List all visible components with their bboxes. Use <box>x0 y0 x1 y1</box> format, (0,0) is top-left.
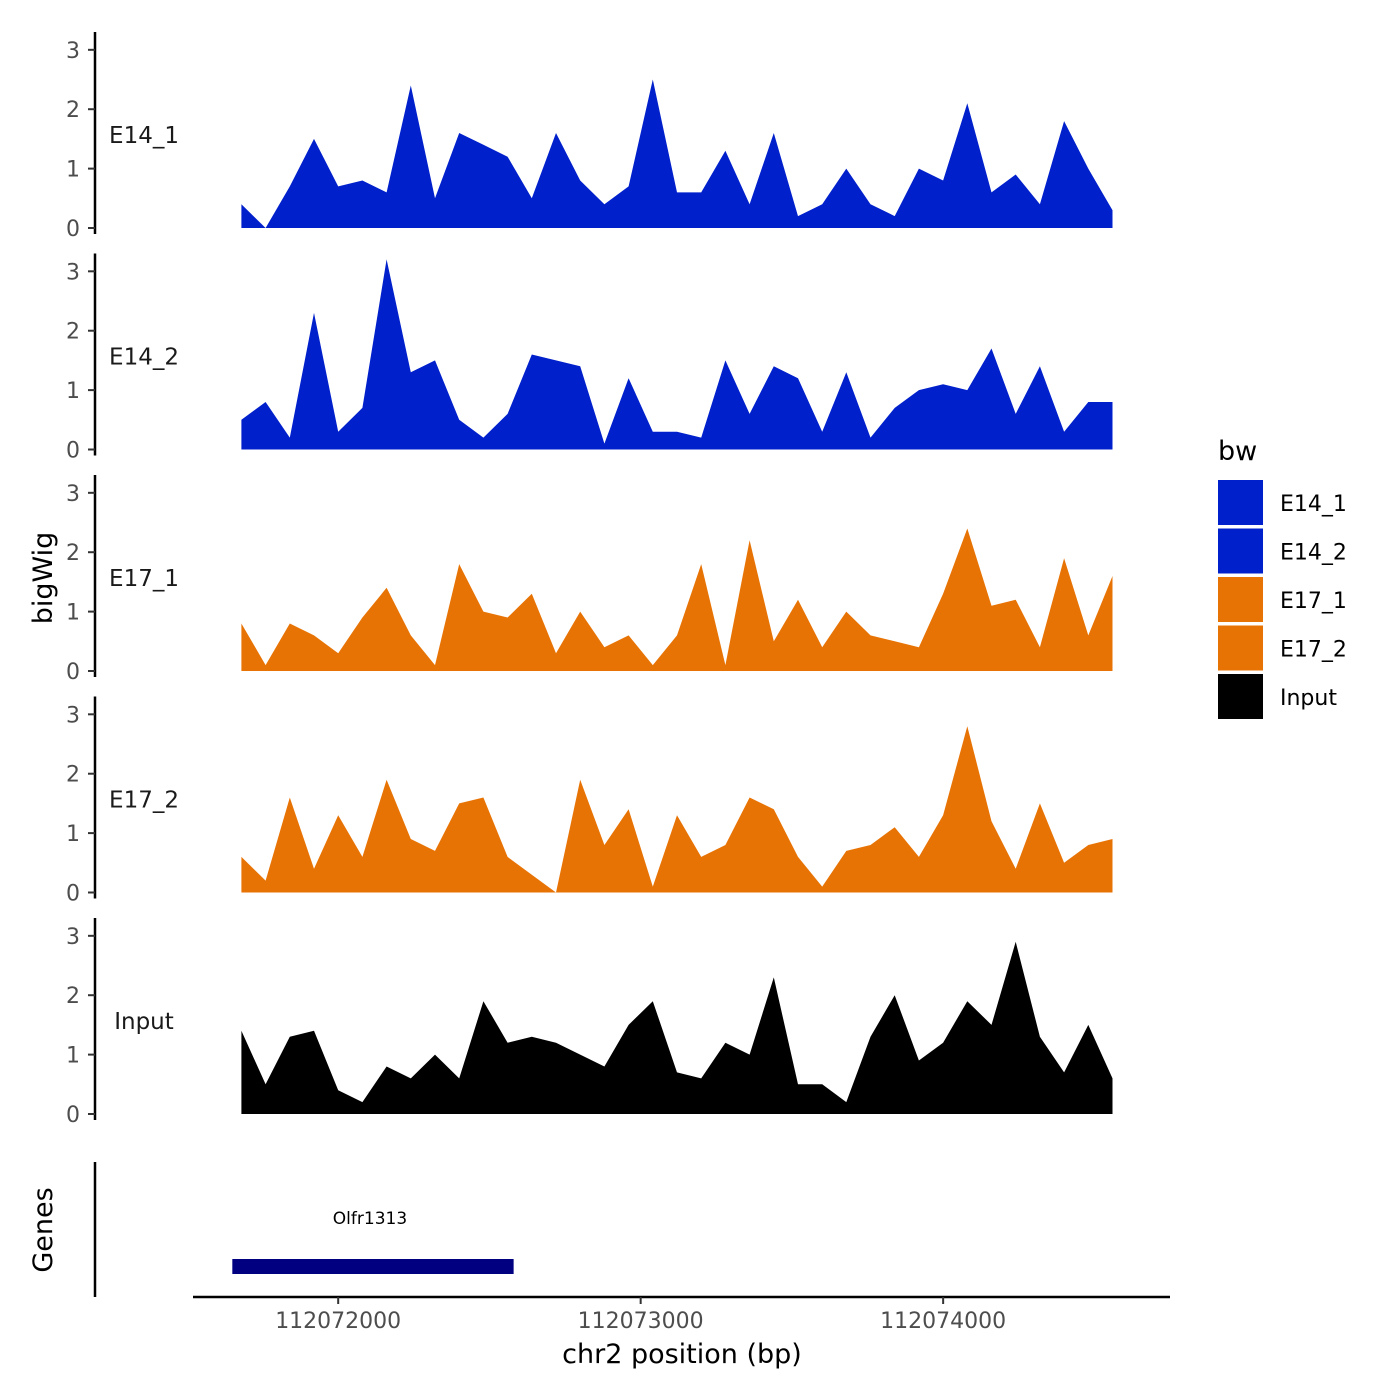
signal-area-E17_2 <box>241 726 1112 892</box>
y-tick-label-E14_1-3: 3 <box>66 39 80 64</box>
gene-body-Olfr1313 <box>232 1259 513 1274</box>
legend-label-E14_2: E14_2 <box>1280 541 1347 566</box>
y-tick-label-E14_1-0: 0 <box>66 217 80 242</box>
legend-swatch-E14_1 <box>1218 480 1263 525</box>
legend-swatch-E14_2 <box>1218 529 1263 574</box>
track-label-E14_1: E14_1 <box>109 123 179 149</box>
legend-items: E14_1 E14_2 E17_1 E17_2 Input <box>1218 480 1347 719</box>
x-axis: 112072000 112073000 112074000 chr2 positio… <box>193 1297 1170 1370</box>
signal-area-E17_1 <box>241 529 1112 672</box>
legend-label-Input: Input <box>1280 686 1337 711</box>
y-tick-label-E17_2-0: 0 <box>66 882 80 907</box>
y-tick-label-E14_2-0: 0 <box>66 439 80 464</box>
track-E17_1: 0 1 2 3 E17_1 <box>66 475 1113 685</box>
y-tick-label-Input-0: 0 <box>66 1103 80 1128</box>
gene-label-Olfr1313: Olfr1313 <box>333 1209 407 1229</box>
genes-layer: Olfr1313 <box>232 1209 513 1274</box>
y-tick-label-Input-2: 2 <box>66 984 80 1009</box>
legend-label-E14_1: E14_1 <box>1280 492 1347 517</box>
y-tick-label-E14_2-3: 3 <box>66 260 80 285</box>
x-tick-label-0: 112072000 <box>275 1309 401 1334</box>
track-label-E17_1: E17_1 <box>109 566 179 592</box>
y-tick-label-E14_2-1: 1 <box>66 379 80 404</box>
y-tick-label-E17_1-3: 3 <box>66 482 80 507</box>
legend: bw E14_1 E14_2 E17_1 E17_2 Input <box>1218 436 1347 719</box>
legend-swatch-Input <box>1218 674 1263 719</box>
y-tick-label-Input-1: 1 <box>66 1044 80 1069</box>
tracks: 0 1 2 3 E14_1 0 1 2 3 E14_2 0 1 2 3 E17_1 0 1 2 3 E17_2 0 1 2 3… <box>66 32 1113 1128</box>
y-tick-label-E17_2-2: 2 <box>66 763 80 788</box>
y-tick-label-E17_1-2: 2 <box>66 541 80 566</box>
y-tick-label-E17_2-3: 3 <box>66 703 80 728</box>
y-tick-label-E14_1-2: 2 <box>66 98 80 123</box>
y-tick-label-Input-3: 3 <box>66 925 80 950</box>
genes-track: Genes Olfr1313 <box>28 1162 514 1297</box>
x-tick-label-2: 112074000 <box>880 1309 1006 1334</box>
chart: 0 1 2 3 E14_1 0 1 2 3 E14_2 0 1 2 3 E17_1 0 1 2 3 E17_2 0 1 2 3… <box>0 0 1400 1400</box>
track-label-E14_2: E14_2 <box>109 345 179 371</box>
track-E17_2: 0 1 2 3 E17_2 <box>66 697 1113 907</box>
legend-label-E17_2: E17_2 <box>1280 638 1347 663</box>
signal-area-E14_1 <box>241 80 1112 229</box>
signal-area-Input <box>241 942 1112 1114</box>
track-label-Input: Input <box>114 1009 174 1035</box>
x-ticks: 112072000 112073000 112074000 <box>275 1297 1006 1334</box>
track-E14_2: 0 1 2 3 E14_2 <box>66 254 1113 464</box>
track-E14_1: 0 1 2 3 E14_1 <box>66 32 1113 242</box>
track-Input: 0 1 2 3 Input <box>66 918 1113 1128</box>
y-tick-label-E14_2-2: 2 <box>66 320 80 345</box>
x-axis-label: chr2 position (bp) <box>562 1339 802 1370</box>
track-label-E17_2: E17_2 <box>109 788 179 814</box>
legend-label-E17_1: E17_1 <box>1280 589 1347 614</box>
legend-swatch-E17_1 <box>1218 577 1263 622</box>
legend-swatch-E17_2 <box>1218 626 1263 671</box>
y-tick-label-E17_2-1: 1 <box>66 822 80 847</box>
x-tick-label-1: 112073000 <box>578 1309 704 1334</box>
y-tick-label-E14_1-1: 1 <box>66 158 80 183</box>
genes-track-label: Genes <box>28 1187 59 1272</box>
y-tick-label-E17_1-0: 0 <box>66 660 80 685</box>
y-tick-label-E17_1-1: 1 <box>66 601 80 626</box>
legend-title: bw <box>1218 436 1257 467</box>
signal-area-E14_2 <box>241 259 1112 449</box>
y-axis-label: bigWig <box>28 532 59 625</box>
